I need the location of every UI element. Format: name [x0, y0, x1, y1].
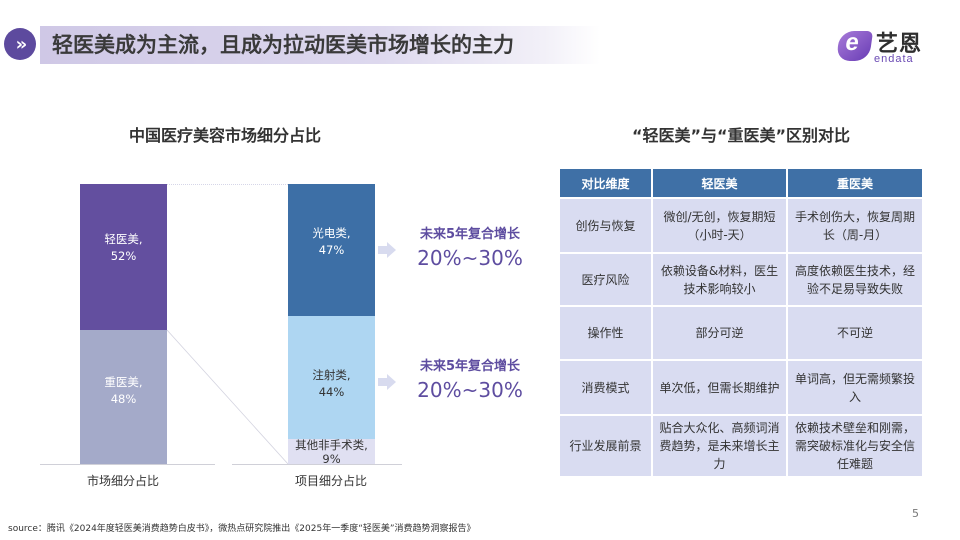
segment-name: 轻医美,: [104, 231, 143, 246]
segment-value: 44%: [318, 385, 345, 400]
column-header-light: 轻医美: [652, 169, 788, 199]
connector-line-top: [167, 184, 288, 185]
table-row: 消费模式 单次低，但需长期维护 单词高，但无需频繁投入: [560, 360, 922, 416]
growth-value: 20%~30%: [417, 378, 523, 402]
cell-light: 单次低，但需长期维护: [652, 360, 788, 416]
row-dimension: 行业发展前景: [560, 415, 653, 478]
cell-heavy: 高度依赖医生技术，经验不足易导致失败: [787, 253, 922, 307]
segment-value: 47%: [318, 242, 345, 257]
cell-heavy: 不可逆: [787, 306, 922, 361]
row-dimension: 创伤与恢复: [560, 198, 653, 254]
cell-heavy: 依赖技术壁垒和刚需，需突破标准化与安全信任难题: [787, 415, 922, 478]
table-title: “轻医美”与“重医美”区别对比: [631, 126, 851, 145]
arrow-right-icon: [378, 374, 396, 390]
segment-value: 52%: [110, 248, 137, 263]
bar-segment-light-medical: 轻医美, 52%: [80, 184, 167, 330]
cell-heavy: 单词高，但无需频繁投入: [787, 360, 922, 416]
cell-light: 部分可逆: [652, 306, 788, 361]
connector-line-diagonal: [167, 330, 288, 464]
segment-name: 光电类,: [312, 225, 351, 240]
table-row: 行业发展前景 贴合大众化、高频词消费趋势，是未来增长主力 依赖技术壁垒和刚需，需…: [560, 415, 922, 478]
source-note: source：腾讯《2024年度轻医美消费趋势白皮书》，微热点研究院推出《202…: [8, 524, 476, 534]
double-chevron-right-icon: »: [4, 28, 36, 60]
logo-text-en: endata: [874, 53, 914, 65]
growth-note-optoelectronic: 未来5年复合增长 20%~30%: [410, 226, 530, 272]
x-axis-line-left: [40, 464, 215, 465]
cell-light: 依赖设备&材料，医生技术影响较小: [652, 253, 788, 307]
row-dimension: 医疗风险: [560, 253, 653, 307]
stacked-bar-project: 光电类, 47% 注射类, 44% 其他非手术类, 9%: [288, 184, 375, 466]
row-dimension: 消费模式: [560, 360, 653, 416]
growth-label: 未来5年复合增长: [419, 359, 521, 374]
cell-heavy: 手术创伤大，恢复周期长（周-月）: [787, 198, 922, 254]
column-header-heavy: 重医美: [787, 169, 922, 199]
bar-segment-injection: 注射类, 44%: [288, 315, 375, 439]
bar-segment-other-nonsurgical: 其他非手术类, 9%: [288, 438, 375, 466]
growth-note-injection: 未来5年复合增长 20%~30%: [410, 358, 530, 404]
stacked-bar-market: 轻医美, 52% 重医美, 48%: [80, 184, 167, 464]
table-header-row: 对比维度 轻医美 重医美: [560, 169, 922, 199]
page-title: 轻医美成为主流，且成为拉动医美市场增长的主力: [52, 33, 514, 57]
chart-title: 中国医疗美容市场细分占比: [128, 126, 321, 145]
cell-light: 贴合大众化、高频词消费趋势，是未来增长主力: [652, 415, 788, 478]
x-axis-label-project: 项目细分占比: [294, 474, 367, 488]
segment-name: 重医美,: [104, 374, 143, 389]
title-bar: [40, 26, 600, 64]
logo-text-cn: 艺恩: [876, 32, 923, 57]
comparison-table: 对比维度 轻医美 重医美 创伤与恢复 微创/无创，恢复期短（小时-天） 手术创伤…: [560, 169, 922, 478]
segment-name: 其他非手术类,: [295, 438, 368, 453]
x-axis-label-market: 市场细分占比: [86, 474, 159, 488]
table-row: 操作性 部分可逆 不可逆: [560, 306, 922, 361]
column-header-dimension: 对比维度: [560, 169, 653, 199]
x-axis-line-right: [232, 464, 402, 465]
bar-segment-optoelectronic: 光电类, 47%: [288, 184, 375, 316]
logo-mark-icon: [835, 31, 874, 61]
row-dimension: 操作性: [560, 306, 653, 361]
bar-segment-heavy-medical: 重医美, 48%: [80, 329, 167, 464]
table-row: 医疗风险 依赖设备&材料，医生技术影响较小 高度依赖医生技术，经验不足易导致失败: [560, 253, 922, 307]
segment-value: 48%: [110, 391, 137, 406]
table-row: 创伤与恢复 微创/无创，恢复期短（小时-天） 手术创伤大，恢复周期长（周-月）: [560, 198, 922, 254]
brand-logo: 艺恩 endata: [835, 28, 938, 68]
cell-light: 微创/无创，恢复期短（小时-天）: [652, 198, 788, 254]
growth-label: 未来5年复合增长: [419, 227, 521, 242]
segment-name: 注射类,: [312, 368, 351, 383]
arrow-right-icon: [378, 242, 396, 258]
growth-value: 20%~30%: [417, 246, 523, 270]
page-number: 5: [912, 507, 919, 520]
